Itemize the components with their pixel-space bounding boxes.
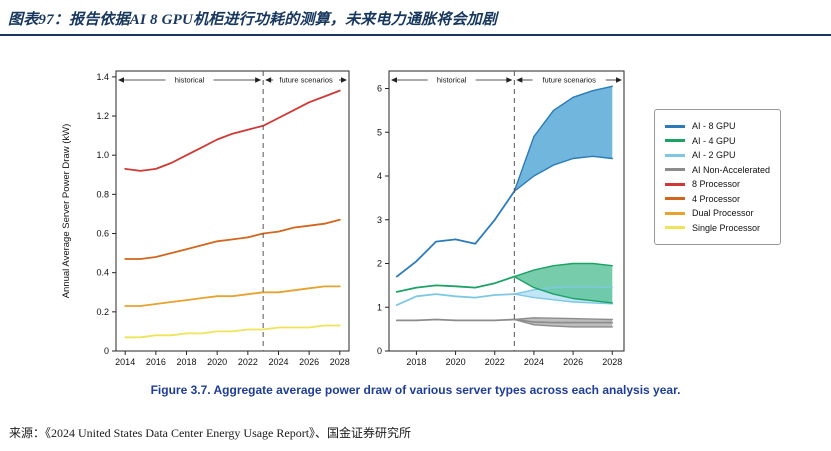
svg-text:2022: 2022: [238, 357, 258, 367]
legend-swatch: [665, 226, 685, 230]
svg-text:2020: 2020: [446, 357, 466, 367]
legend-swatch: [665, 182, 685, 186]
legend-item-label: Single Processor: [692, 222, 761, 233]
svg-text:Annual Average Server Power Dr: Annual Average Server Power Draw (kW): [61, 124, 72, 299]
svg-text:2018: 2018: [176, 357, 196, 367]
svg-text:2024: 2024: [524, 357, 544, 367]
svg-text:historical: historical: [175, 76, 205, 85]
svg-text:0: 0: [104, 346, 109, 356]
legend-item: AI - 8 GPU: [665, 119, 770, 134]
svg-text:0.4: 0.4: [96, 268, 109, 278]
legend-swatch: [665, 153, 685, 157]
svg-text:historical: historical: [437, 76, 467, 85]
legend-item-label: 4 Processor: [692, 193, 741, 204]
legend-item-label: Dual Processor: [692, 208, 754, 219]
svg-text:1.2: 1.2: [96, 111, 109, 121]
svg-text:0.8: 0.8: [96, 189, 109, 199]
legend-item-label: AI - 2 GPU: [692, 150, 736, 161]
svg-text:6: 6: [377, 84, 382, 94]
svg-text:0: 0: [377, 346, 382, 356]
legend-item: Single Processor: [665, 221, 770, 236]
svg-text:2020: 2020: [207, 357, 227, 367]
svg-text:2016: 2016: [146, 357, 166, 367]
legend-swatch: [665, 124, 685, 128]
svg-text:2018: 2018: [406, 357, 426, 367]
svg-text:5: 5: [377, 127, 382, 137]
legend-item: AI - 2 GPU: [665, 148, 770, 163]
svg-text:3: 3: [377, 215, 382, 225]
figure: 2014 2016 2018 2020 2022 2024 2026 2028 0 0.2 0.4 0…: [0, 59, 831, 373]
right-chart-canvas: 2018 2020 2022 2024 2026 2028 0 1 2 3 4 5 6 historica…: [377, 70, 625, 367]
svg-text:1.4: 1.4: [96, 72, 109, 82]
chart-legend: AI - 8 GPU AI - 4 GPU AI - 2 GPU AI Non-Acc…: [654, 109, 782, 245]
svg-text:0.6: 0.6: [96, 229, 109, 239]
legend-swatch: [665, 197, 685, 201]
svg-text:0.2: 0.2: [96, 307, 109, 317]
figure-caption: Figure 3.7. Aggregate average power draw…: [150, 383, 681, 397]
svg-text:2026: 2026: [563, 357, 583, 367]
legend-swatch: [665, 168, 685, 172]
svg-text:2026: 2026: [299, 357, 319, 367]
legend-item: Dual Processor: [665, 206, 770, 221]
svg-text:2: 2: [377, 259, 382, 269]
svg-text:2028: 2028: [330, 357, 350, 367]
svg-text:1: 1: [377, 302, 382, 312]
figure-title: 图表97：报告依据AI 8 GPU机柜进行功耗的测算，未来电力通胀将会加剧: [8, 12, 498, 28]
legend-swatch: [665, 211, 685, 215]
legend-item: 4 Processor: [665, 192, 770, 207]
source-note: 来源：《2024 United States Data Center Energ…: [9, 426, 412, 440]
legend-item: 8 Processor: [665, 177, 770, 192]
svg-text:future scenarios: future scenarios: [279, 76, 333, 85]
legend-item-label: AI - 8 GPU: [692, 121, 736, 132]
svg-text:4: 4: [377, 171, 382, 181]
legend-item-label: AI - 4 GPU: [692, 135, 736, 146]
svg-text:2022: 2022: [485, 357, 505, 367]
svg-text:1.0: 1.0: [96, 150, 109, 160]
svg-text:2014: 2014: [115, 357, 135, 367]
legend-item-label: AI Non-Accelerated: [692, 164, 771, 175]
left-chart-canvas: 2014 2016 2018 2020 2022 2024 2026 2028 0 0.2 0.4 0…: [61, 70, 350, 367]
svg-text:future scenarios: future scenarios: [542, 76, 596, 85]
legend-item-label: 8 Processor: [692, 179, 741, 190]
svg-text:2024: 2024: [268, 357, 288, 367]
svg-text:2028: 2028: [602, 357, 622, 367]
legend-item: AI - 4 GPU: [665, 134, 770, 149]
title-rule: [0, 34, 831, 36]
legend-item: AI Non-Accelerated: [665, 163, 770, 178]
legend-swatch: [665, 139, 685, 143]
